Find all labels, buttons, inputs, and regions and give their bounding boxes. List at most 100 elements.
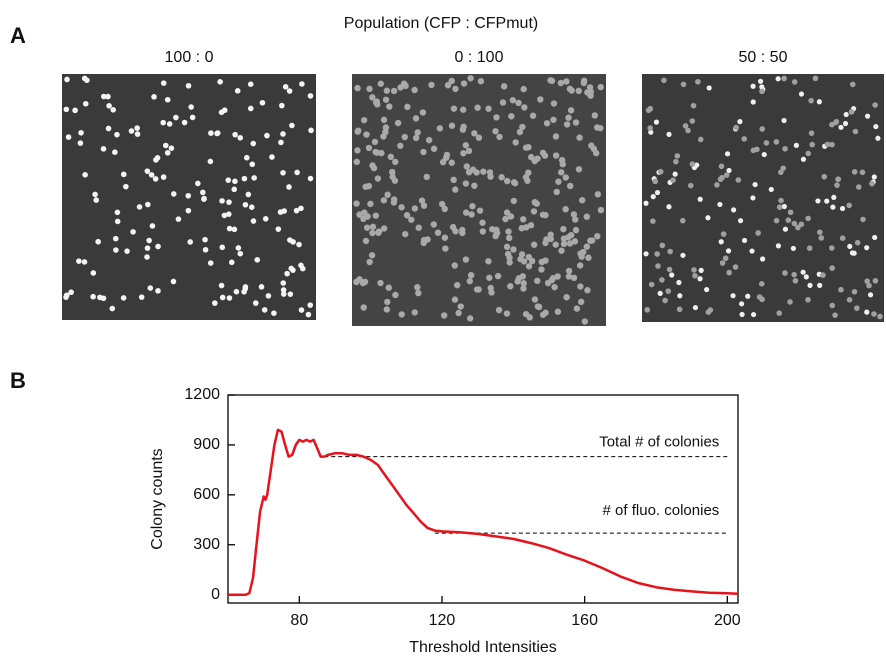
colony: [645, 107, 652, 114]
colony: [597, 83, 604, 91]
colony: [487, 284, 494, 292]
colony: [428, 81, 435, 89]
colony: [776, 310, 783, 316]
colony: [829, 141, 835, 148]
y-axis-label: Colony counts: [149, 448, 166, 549]
colony: [214, 130, 221, 136]
colony: [436, 125, 444, 132]
colony: [471, 130, 478, 137]
colony: [755, 230, 761, 236]
colony: [793, 142, 799, 148]
colony: [830, 204, 836, 210]
colony: [146, 237, 152, 244]
colony: [151, 94, 157, 100]
colony: [173, 114, 179, 121]
colony: [871, 174, 877, 180]
colony: [806, 245, 813, 252]
colony: [356, 211, 363, 218]
colony: [467, 75, 474, 82]
colony: [778, 197, 784, 204]
colony: [530, 208, 538, 215]
colony: [380, 197, 388, 204]
colony: [383, 306, 391, 313]
colony: [434, 229, 442, 236]
panel-label: B: [10, 368, 26, 393]
colony: [737, 119, 743, 125]
colony: [207, 260, 214, 266]
colony: [242, 285, 249, 292]
colony: [657, 290, 663, 296]
colony: [832, 312, 838, 318]
colony: [798, 91, 805, 97]
colony: [554, 308, 562, 315]
colony: [77, 140, 84, 146]
colony: [805, 150, 812, 157]
colony: [411, 205, 419, 212]
colony: [486, 274, 493, 281]
colony: [552, 133, 560, 140]
colony: [805, 215, 811, 222]
colony: [852, 128, 859, 135]
colony: [828, 245, 835, 251]
colony: [450, 176, 457, 184]
colony: [726, 269, 732, 276]
colony: [277, 209, 284, 215]
colony: [750, 311, 757, 318]
colony: [685, 127, 691, 134]
colony: [676, 306, 683, 313]
colony: [219, 294, 226, 301]
colony: [307, 93, 314, 99]
colony: [657, 168, 664, 175]
colony: [791, 220, 798, 227]
colony: [367, 200, 374, 208]
colony: [854, 305, 860, 311]
chart: 0 300 600 900 1200 80 120 160 200 Threshold Inten…: [149, 386, 741, 656]
colony: [730, 293, 736, 299]
colony: [643, 251, 649, 257]
colony: [539, 311, 547, 318]
colony: [571, 216, 579, 223]
colony: [398, 204, 405, 211]
colony: [219, 244, 226, 251]
colony: [521, 104, 528, 111]
colony: [581, 318, 589, 325]
colony: [68, 289, 74, 296]
colony: [583, 213, 591, 220]
colony: [113, 247, 119, 253]
y-tick-label: 300: [193, 536, 220, 553]
colony: [575, 166, 583, 173]
colony: [254, 257, 261, 263]
colony: [867, 292, 874, 298]
colony: [231, 226, 238, 233]
colony: [872, 234, 878, 241]
colony: [245, 191, 252, 198]
colony: [776, 204, 783, 210]
colony: [112, 235, 119, 242]
colony: [849, 81, 856, 88]
colony: [847, 243, 853, 249]
colony: [565, 234, 572, 241]
colony: [846, 202, 852, 209]
colony: [420, 148, 427, 156]
colony: [773, 139, 780, 145]
colony: [425, 136, 433, 144]
colony: [575, 87, 582, 95]
colony: [294, 169, 300, 176]
colony: [185, 207, 192, 214]
colony: [181, 119, 188, 126]
colony: [576, 262, 584, 269]
colony: [781, 75, 787, 82]
colony: [219, 198, 225, 204]
colony: [280, 169, 286, 176]
colony: [592, 149, 600, 157]
colony: [495, 306, 503, 314]
colony: [839, 205, 846, 212]
colony: [134, 125, 140, 131]
colony: [547, 231, 554, 238]
colony: [525, 169, 532, 176]
colony: [468, 211, 475, 218]
colony: [233, 288, 240, 295]
colony: [720, 231, 727, 237]
colony: [72, 107, 78, 114]
colony: [559, 161, 566, 168]
